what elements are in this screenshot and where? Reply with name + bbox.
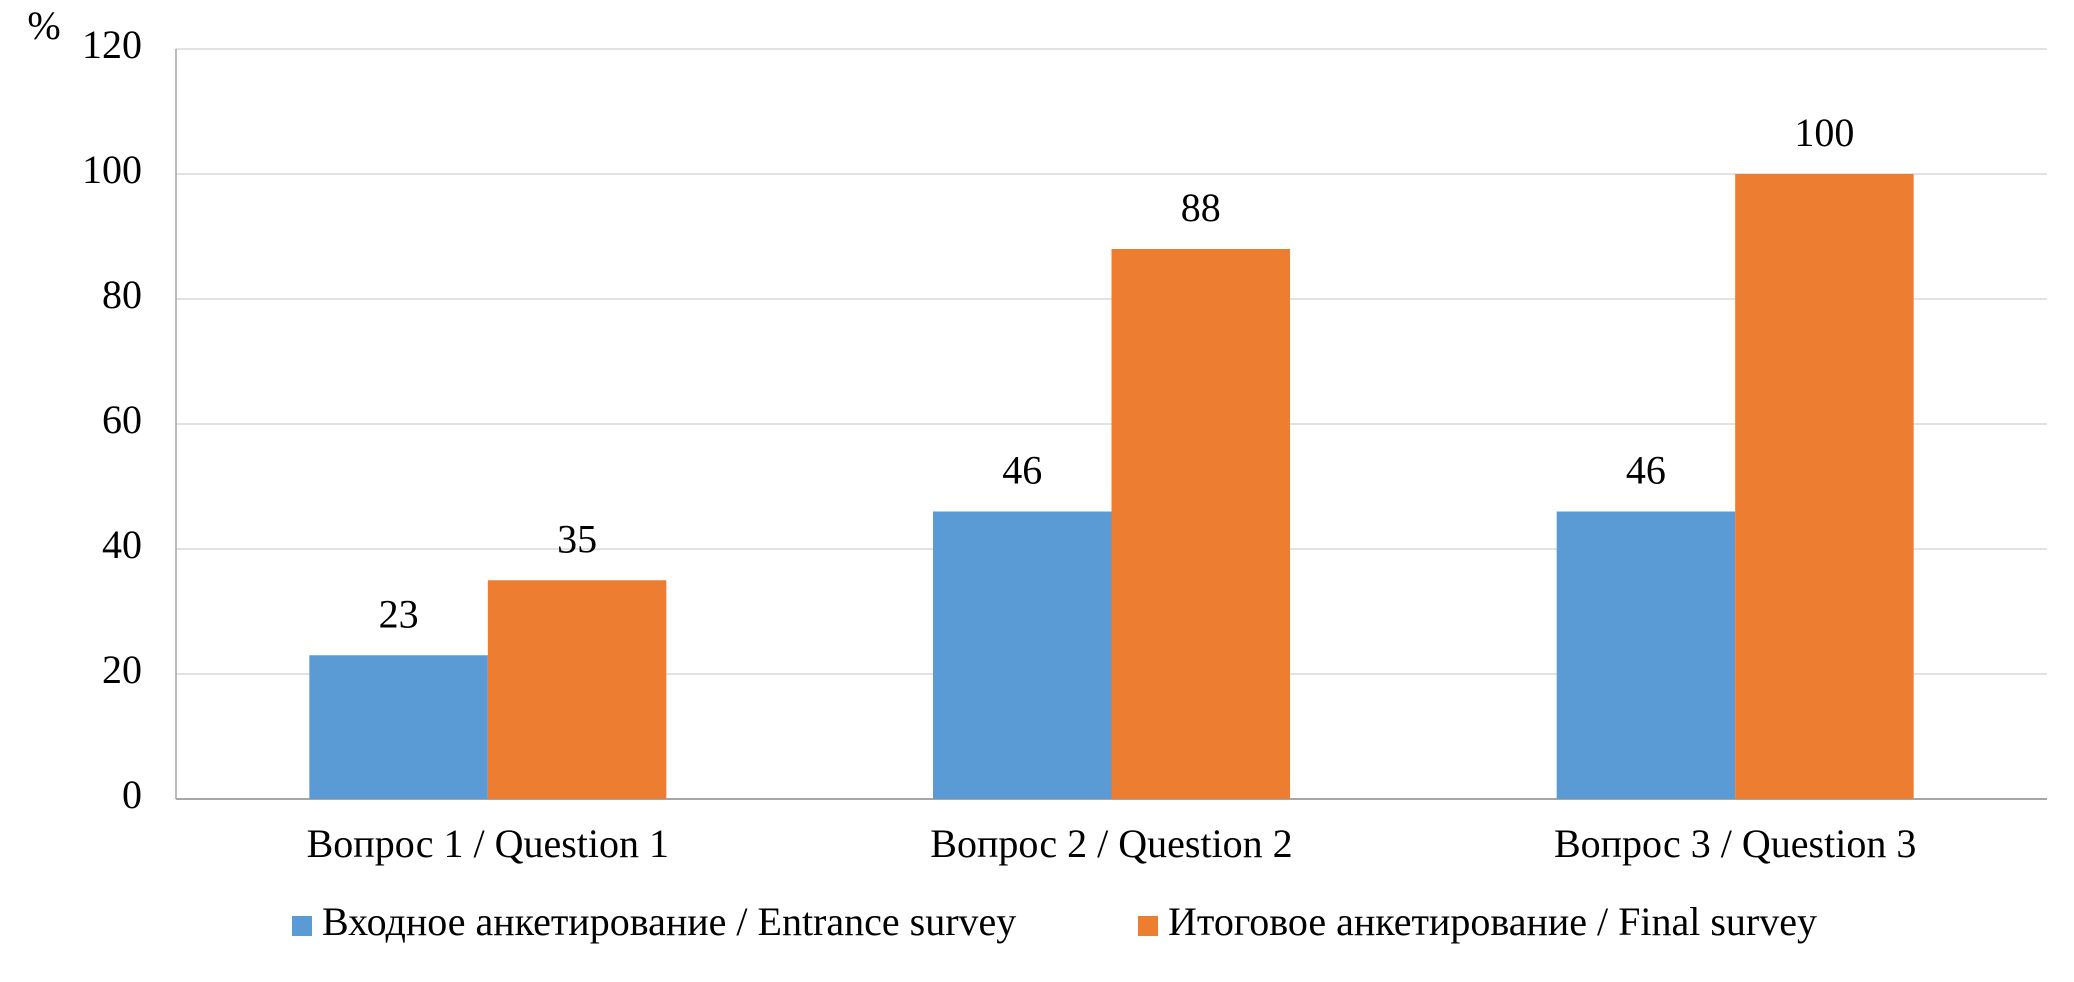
y-axis-label: % [27,3,60,48]
bar [1111,249,1290,799]
data-label: 23 [379,591,419,636]
legend-swatch [1138,916,1158,936]
y-tick-label: 80 [102,272,142,317]
y-tick-label: 0 [122,772,142,817]
bar [933,511,1112,799]
bar [1556,511,1736,799]
bar [1735,174,1914,799]
legend-swatch [292,916,312,936]
data-label: 35 [557,516,597,561]
legend-label: Итоговое анкетирование / Final survey [1168,899,1817,944]
x-tick-label: Вопрос 1 / Question 1 [307,821,669,866]
data-label: 46 [1002,448,1042,493]
x-tick-label: Вопрос 3 / Question 3 [1554,821,1916,866]
bar [487,580,667,799]
data-label: 88 [1181,185,1221,230]
y-tick-label: 60 [102,397,142,442]
legend-label: Входное анкетирование / Entrance survey [322,899,1016,944]
y-tick-label: 120 [82,22,142,67]
y-tick-label: 40 [102,522,142,567]
bar [309,655,488,799]
data-label: 46 [1626,448,1666,493]
y-tick-label: 20 [102,647,142,692]
y-tick-label: 100 [82,147,142,192]
x-tick-label: Вопрос 2 / Question 2 [930,821,1292,866]
data-label: 100 [1794,110,1854,155]
